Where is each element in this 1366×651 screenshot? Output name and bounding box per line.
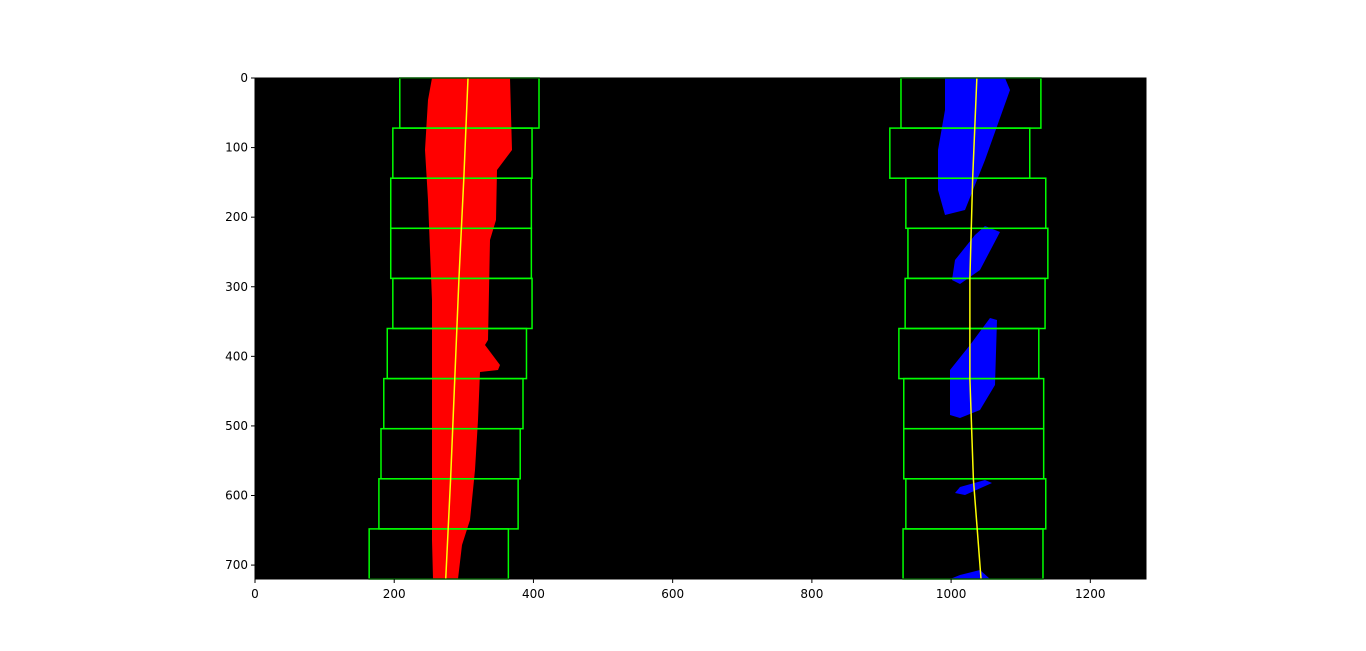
x-tick-label: 200 [383,587,406,601]
x-tick-label: 800 [800,587,823,601]
y-tick-label: 300 [225,280,248,294]
y-tick-label: 100 [225,141,248,155]
y-tick-label: 700 [225,558,248,572]
y-tick-label: 200 [225,210,248,224]
y-tick-label: 500 [225,419,248,433]
y-tick-label: 400 [225,349,248,363]
x-tick-label: 1000 [936,587,967,601]
x-tick-label: 400 [522,587,545,601]
lane-fit [444,77,469,580]
x-tick-label: 0 [251,587,259,601]
lane-fit [969,77,982,580]
right-lane-pixels [952,226,1000,284]
x-tick-label: 600 [661,587,684,601]
y-tick-label: 600 [225,489,248,503]
x-tick-label: 1200 [1075,587,1106,601]
right-lane-pixels [950,318,997,418]
y-tick-label: 0 [240,71,248,85]
axes-frame [254,77,1147,580]
